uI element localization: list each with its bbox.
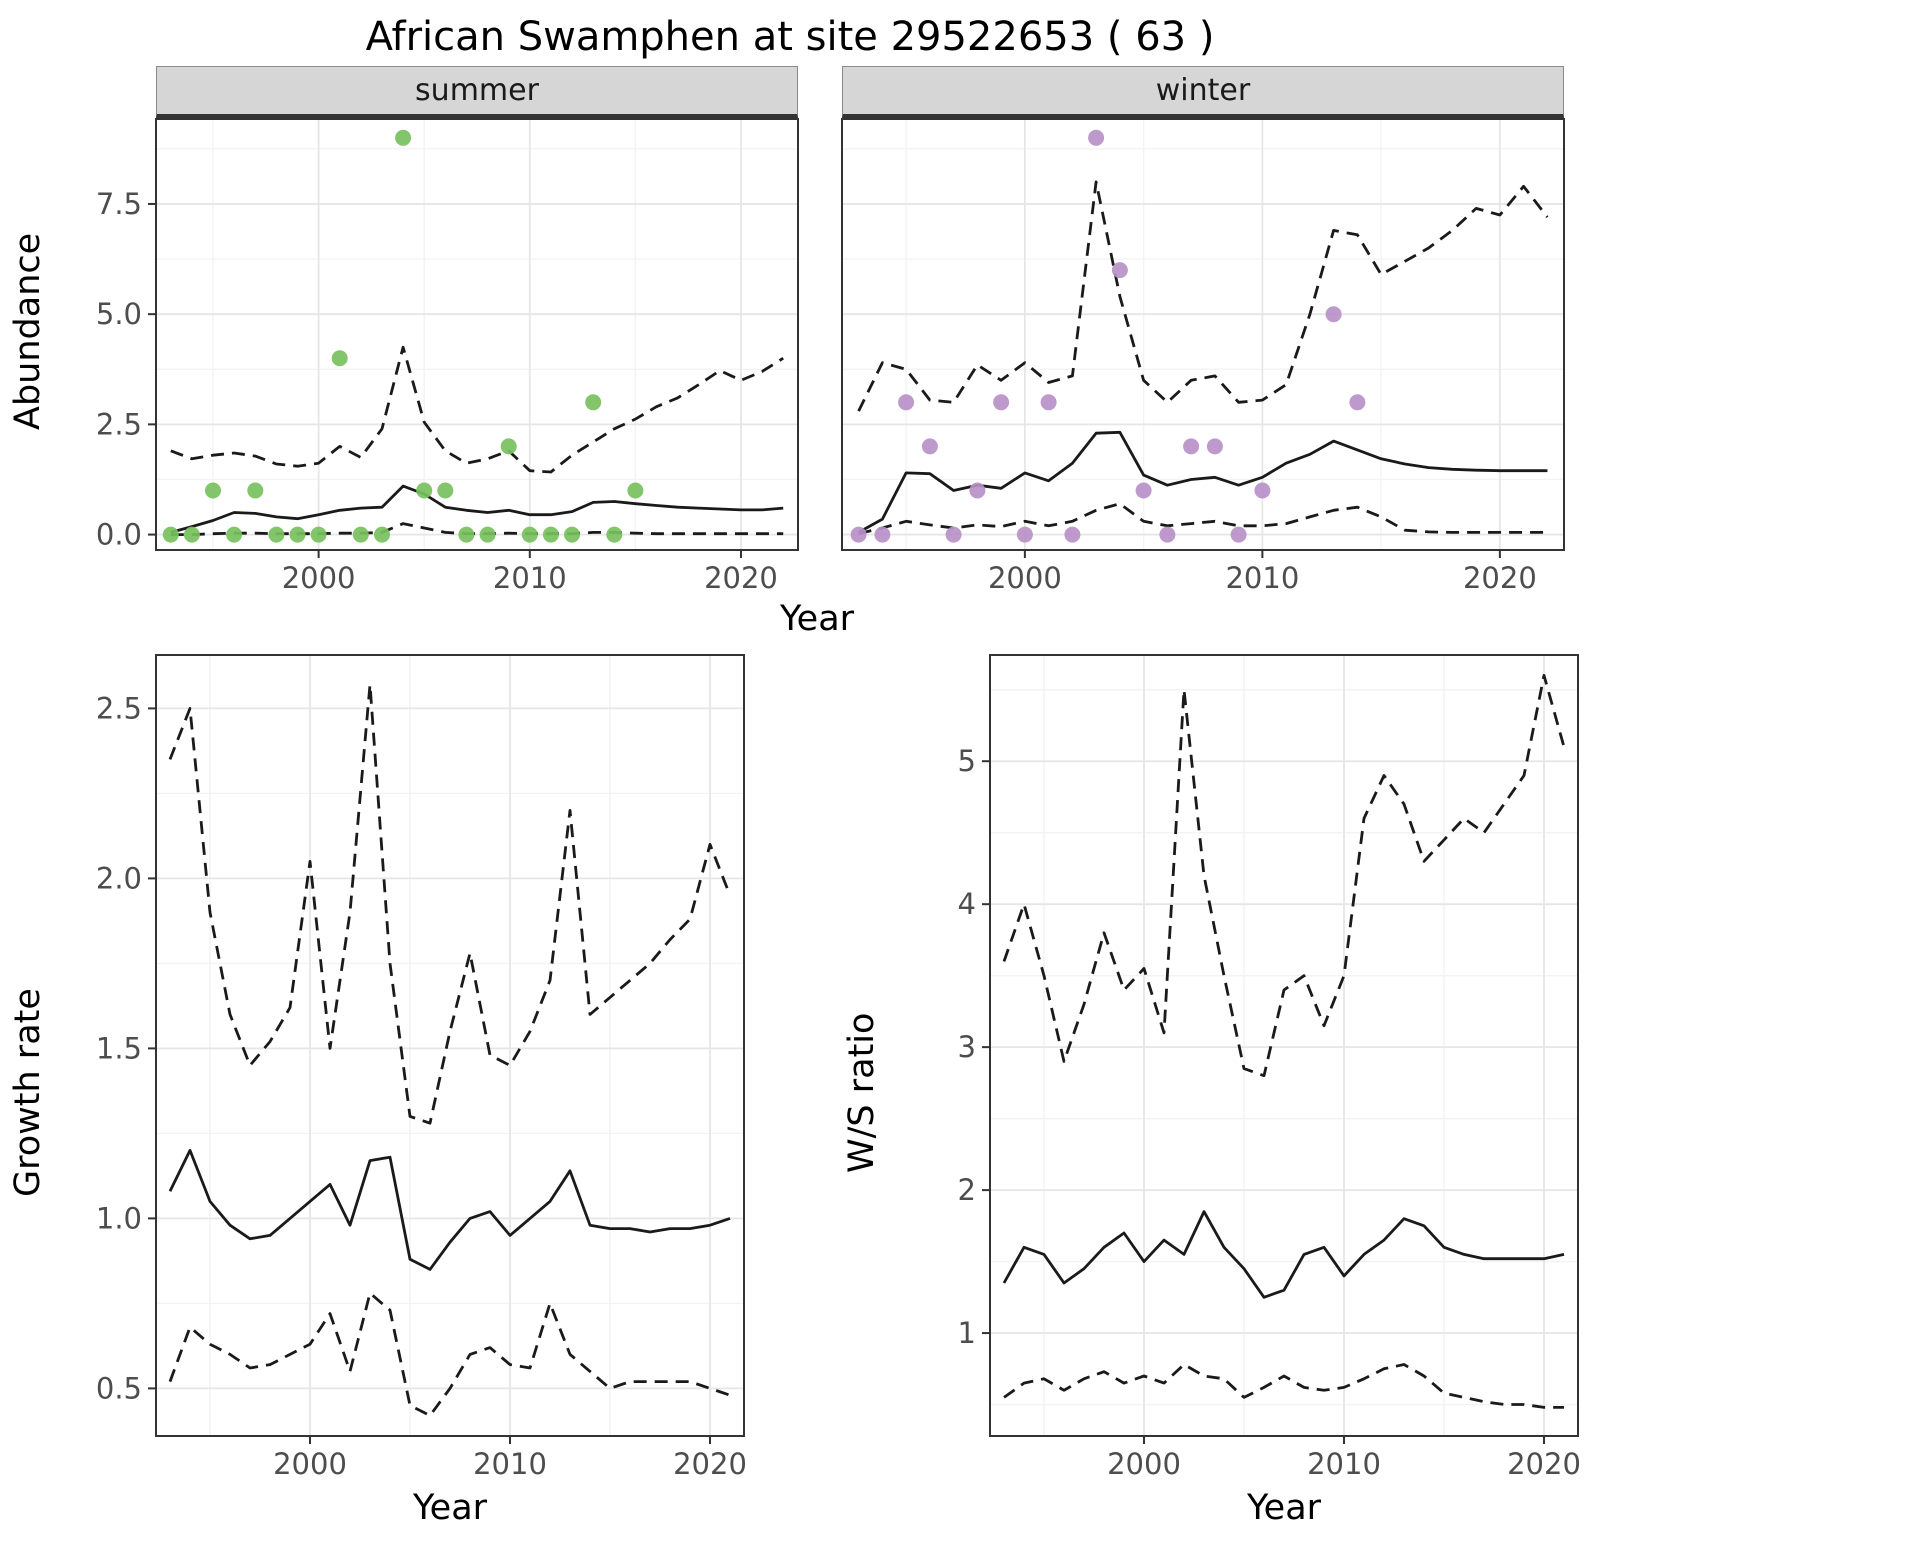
svg-text:2020: 2020	[704, 561, 778, 595]
facet-summer: summer 2000 2010 2020 0.0 2.5 5.0 7.5	[64, 66, 804, 596]
svg-text:0.5: 0.5	[96, 1371, 142, 1405]
svg-text:2010: 2010	[493, 561, 567, 595]
winter-abundance-plot: 2000 2010 2020	[841, 118, 1565, 595]
svg-text:2020: 2020	[1463, 561, 1537, 595]
svg-text:4: 4	[958, 887, 976, 921]
growth-axis-label: Growth rate	[8, 988, 48, 1198]
ws-axis-label: W/S ratio	[842, 1012, 882, 1174]
svg-text:5: 5	[958, 744, 976, 778]
svg-text:2020: 2020	[673, 1447, 747, 1481]
svg-text:2000: 2000	[282, 561, 356, 595]
svg-text:1.5: 1.5	[96, 1031, 142, 1065]
facet-winter: winter 2000 2010 2020	[830, 66, 1570, 596]
growth-rate-block: Growth rate 2000 2010 2020 0.5 1.0 1.5 2.0 2.5 …	[8, 654, 752, 1532]
year-axis-label-ws: Year	[1246, 1488, 1322, 1528]
svg-text:2020: 2020	[1507, 1447, 1581, 1481]
svg-text:2000: 2000	[273, 1447, 347, 1481]
svg-text:0.0: 0.0	[96, 518, 142, 552]
ws-ratio-plot: 2000 2010 2020 1 2 3 4 5	[958, 654, 1581, 1481]
svg-text:2000: 2000	[1107, 1447, 1181, 1481]
facet-strip-winter: winter	[842, 66, 1564, 118]
svg-text:1: 1	[958, 1316, 976, 1350]
svg-text:5.0: 5.0	[96, 297, 142, 331]
bottom-row: Growth rate 2000 2010 2020 0.5 1.0 1.5 2.0 2.5 …	[8, 654, 1920, 1532]
svg-text:7.5: 7.5	[96, 187, 142, 221]
year-axis-label-top: Year	[779, 599, 855, 639]
svg-text:2.5: 2.5	[96, 407, 142, 441]
svg-text:2010: 2010	[1225, 561, 1299, 595]
chart-title: African Swamphen at site 29522653 ( 63 )	[365, 14, 1215, 60]
svg-text:3: 3	[958, 1030, 976, 1064]
ws-ratio-block: W/S ratio 2000 2010 2020 1 2 3 4 5 Year	[842, 654, 1586, 1532]
year-axis-label-growth: Year	[412, 1488, 488, 1528]
svg-text:2.5: 2.5	[96, 691, 142, 725]
svg-text:2.0: 2.0	[96, 861, 142, 895]
growth-rate-plot: 2000 2010 2020 0.5 1.0 1.5 2.0 2.5	[96, 654, 747, 1481]
abundance-axis-label: Abundance	[8, 232, 48, 430]
summer-abundance-plot: 2000 2010 2020 0.0 2.5 5.0 7.5	[96, 118, 799, 595]
facet-strip-summer: summer	[156, 66, 798, 118]
facet-panels: summer 2000 2010 2020 0.0 2.5 5.0 7.5 winter 2…	[64, 66, 1570, 596]
svg-text:2000: 2000	[988, 561, 1062, 595]
abundance-figure: Abundance summer 2000 2010 2020 0.0 2.5 5.0 7.…	[8, 66, 1920, 596]
svg-text:1.0: 1.0	[96, 1201, 142, 1235]
svg-text:2: 2	[958, 1173, 976, 1207]
svg-text:2010: 2010	[1307, 1447, 1381, 1481]
svg-text:2010: 2010	[473, 1447, 547, 1481]
